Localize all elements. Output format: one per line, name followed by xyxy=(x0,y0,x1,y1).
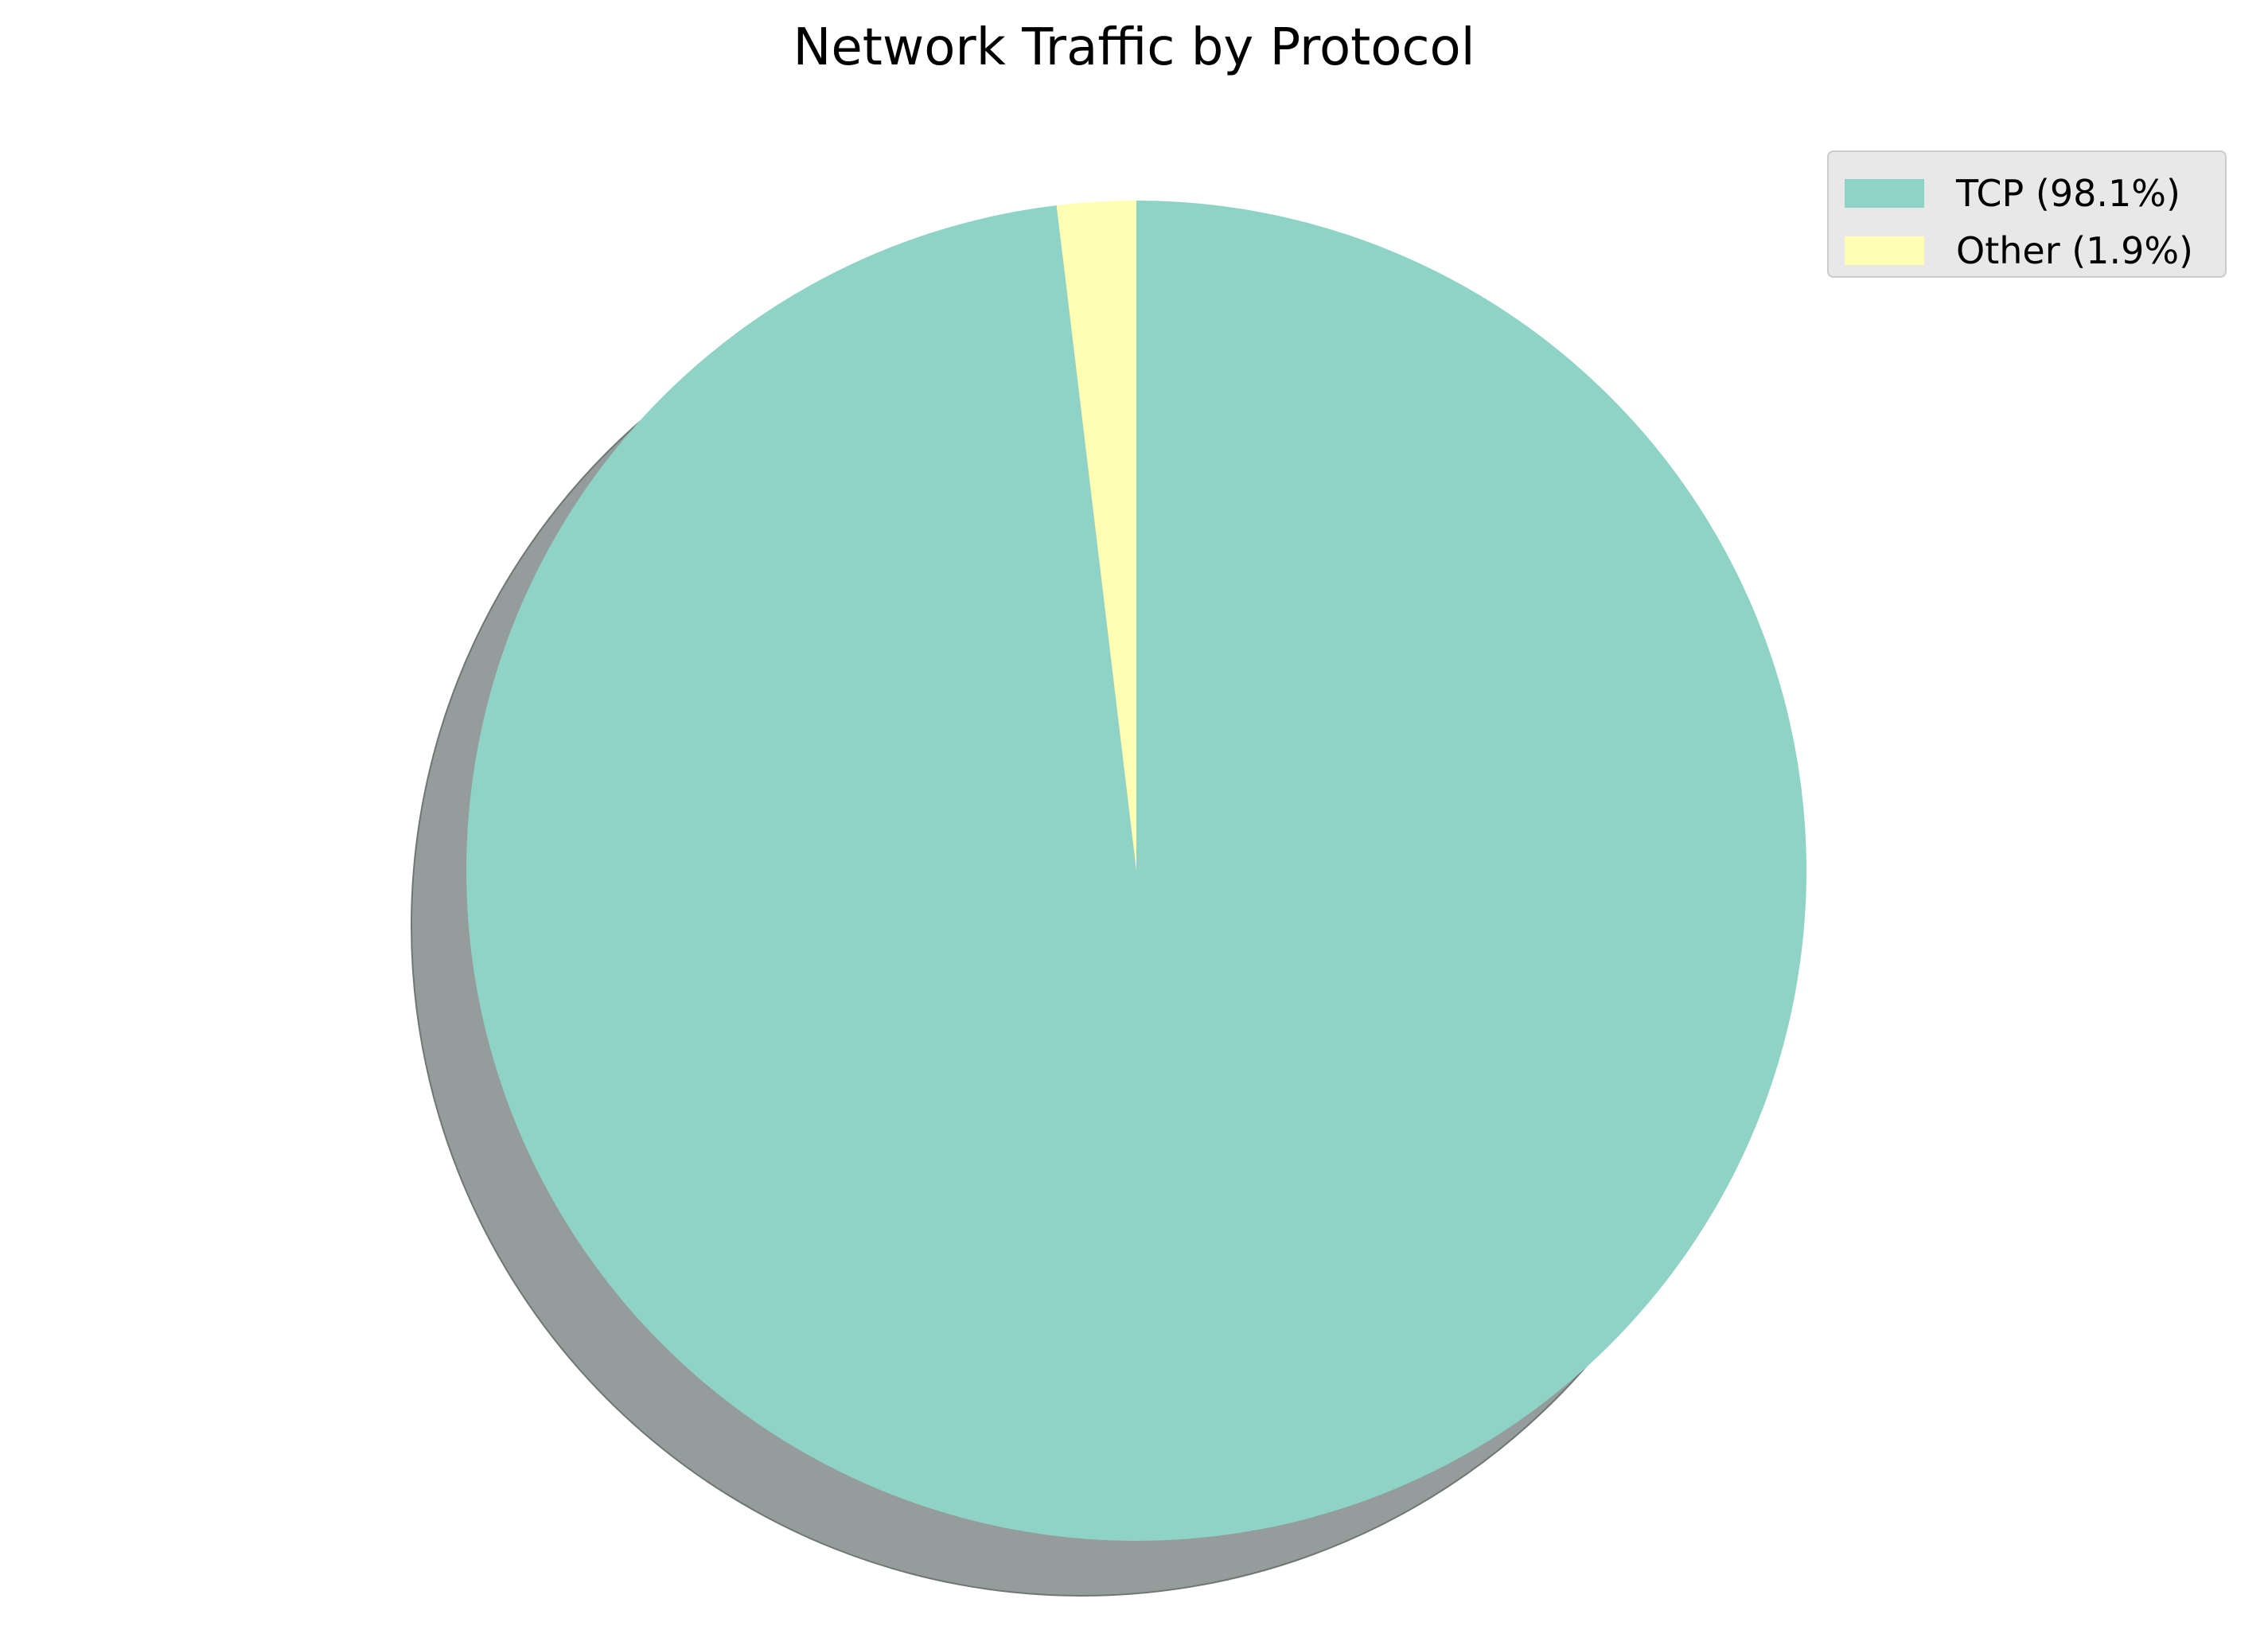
legend-entry-other: Other (1.9%) xyxy=(1845,222,2225,279)
legend-entry-tcp: TCP (98.1%) xyxy=(1845,165,2225,222)
pie-slice-other xyxy=(1056,201,1136,871)
legend-label-tcp: TCP (98.1%) xyxy=(1956,172,2180,215)
legend-label-other: Other (1.9%) xyxy=(1956,229,2193,272)
legend-swatch-tcp xyxy=(1845,179,1924,208)
chart-title: Network Traffic by Protocol xyxy=(793,18,1475,77)
pie-slice-layer xyxy=(466,201,1806,1541)
legend-swatch-other xyxy=(1845,236,1924,265)
legend: TCP (98.1%) Other (1.9%) xyxy=(1827,150,2227,278)
